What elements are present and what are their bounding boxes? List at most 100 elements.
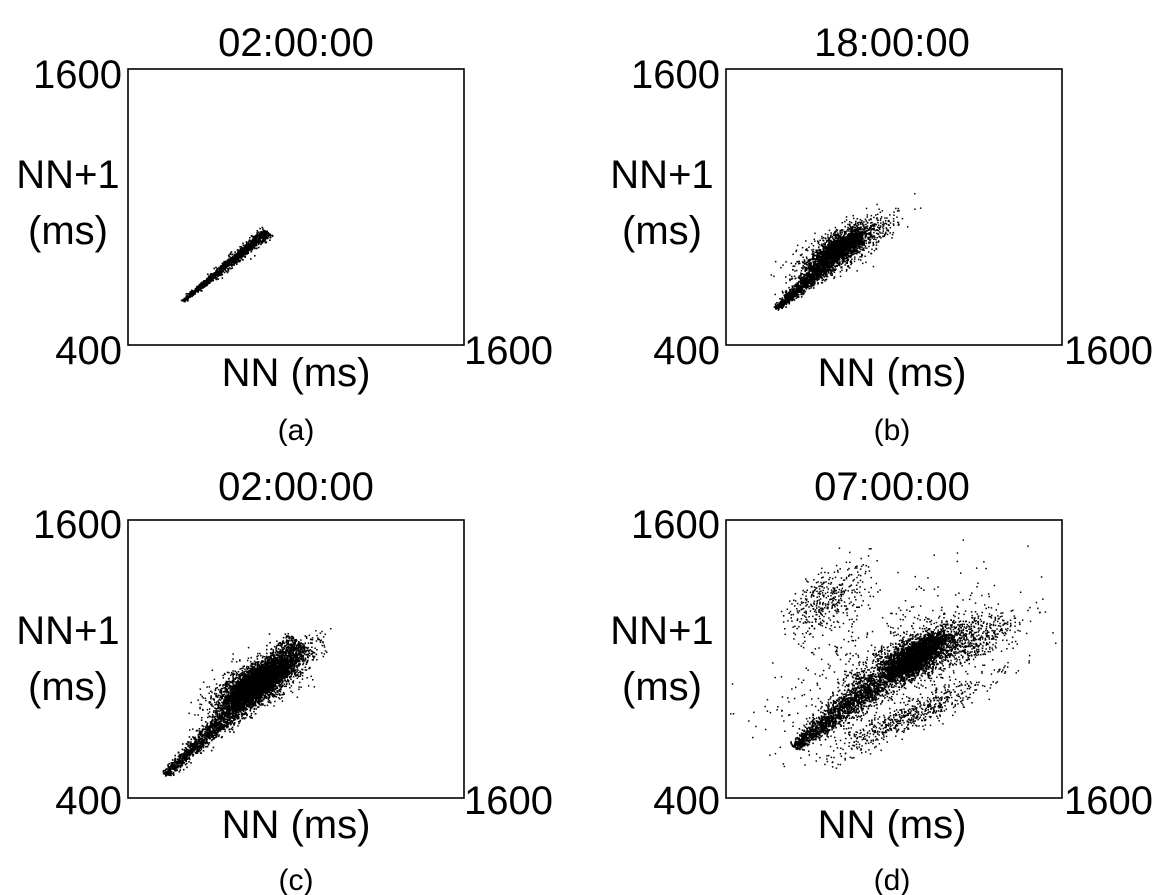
scatter-point: [821, 269, 824, 272]
scatter-point: [251, 245, 253, 247]
scatter-point: [773, 275, 775, 278]
scatter-point: [802, 280, 804, 282]
scatter-point: [829, 264, 831, 267]
scatter-point: [845, 237, 848, 240]
scatter-point: [805, 256, 808, 258]
scatter-point: [225, 263, 228, 266]
scatter-point: [219, 273, 221, 276]
scatter-point: [807, 273, 810, 277]
scatter-point: [226, 720, 229, 722]
scatter-point: [798, 260, 800, 262]
scatter-point: [860, 231, 862, 234]
scatter-point: [840, 241, 842, 244]
scatter-point: [832, 267, 834, 269]
scatter-point: [825, 278, 828, 281]
scatter-point: [211, 279, 213, 282]
scatter-point: [829, 251, 833, 254]
scatter-point: [230, 251, 233, 253]
scatter-point: [251, 235, 253, 237]
scatter-point: [846, 259, 848, 261]
scatter-point: [850, 226, 852, 229]
scatter-point: [870, 231, 872, 233]
scatter-point: [226, 726, 228, 729]
scatter-point: [835, 228, 838, 231]
scatter-point: [811, 253, 813, 255]
scatter-point: [866, 222, 869, 224]
scatter-point: [818, 249, 821, 251]
scatter-point: [877, 224, 880, 226]
scatter-point: [213, 277, 215, 279]
scatter-point: [778, 305, 781, 307]
scatter-point: [238, 255, 241, 258]
scatter-point: [818, 254, 821, 257]
panel-c-xlabel: NN (ms): [222, 803, 371, 847]
scatter-point: [854, 230, 856, 233]
scatter-point: [815, 251, 818, 253]
scatter-point: [202, 287, 204, 289]
scatter-point: [259, 232, 261, 235]
scatter-point: [842, 238, 845, 241]
scatter-point: [241, 256, 244, 258]
scatter-point: [887, 230, 890, 232]
scatter-point: [249, 240, 251, 242]
scatter-point: [817, 257, 820, 260]
scatter-point: [827, 239, 830, 242]
scatter-point: [818, 255, 820, 258]
scatter-point: [212, 276, 214, 278]
scatter-point: [869, 232, 872, 234]
scatter-point: [189, 291, 191, 293]
scatter-point: [792, 293, 795, 295]
scatter-point: [860, 229, 862, 231]
scatter-point: [866, 233, 868, 235]
scatter-point: [168, 762, 171, 765]
scatter-point: [264, 230, 267, 233]
scatter-point: [230, 256, 232, 259]
scatter-point: [252, 245, 255, 247]
scatter-point: [906, 226, 909, 228]
scatter-point: [233, 256, 236, 259]
scatter-point: [837, 233, 840, 236]
scatter-point: [802, 273, 805, 276]
scatter-point: [874, 229, 876, 232]
scatter-point: [230, 264, 232, 266]
scatter-point: [816, 267, 818, 269]
scatter-point: [877, 229, 880, 232]
scatter-point: [825, 272, 828, 274]
scatter-point: [216, 267, 219, 270]
scatter-point: [200, 719, 203, 721]
scatter-point: [788, 286, 790, 289]
scatter-point: [870, 214, 873, 217]
scatter-point: [788, 296, 790, 298]
scatter-point: [876, 213, 879, 215]
scatter-point: [854, 256, 856, 258]
scatter-point: [880, 222, 882, 224]
scatter-point: [817, 269, 819, 272]
scatter-point: [257, 238, 260, 241]
scatter-point: [827, 269, 829, 271]
scatter-point: [242, 259, 244, 261]
scatter-point: [215, 270, 218, 272]
scatter-point: [243, 252, 245, 255]
scatter-point: [829, 253, 832, 256]
scatter-point: [267, 233, 269, 235]
scatter-point: [191, 293, 193, 295]
scatter-point: [816, 255, 818, 257]
scatter-point: [821, 250, 823, 253]
scatter-point: [806, 268, 808, 270]
scatter-point: [831, 244, 834, 247]
scatter-point: [299, 653, 301, 655]
scatter-point: [868, 237, 871, 239]
scatter-point: [827, 237, 830, 240]
scatter-point: [815, 276, 817, 279]
scatter-point: [868, 232, 871, 235]
scatter-point: [197, 286, 200, 289]
scatter-point: [252, 241, 254, 244]
scatter-point: [815, 275, 818, 277]
scatter-point: [880, 232, 882, 234]
scatter-point: [836, 234, 839, 237]
scatter-point: [869, 227, 871, 229]
scatter-point: [816, 271, 818, 274]
scatter-point: [799, 290, 802, 293]
scatter-point: [878, 226, 881, 229]
scatter-point: [792, 290, 795, 292]
